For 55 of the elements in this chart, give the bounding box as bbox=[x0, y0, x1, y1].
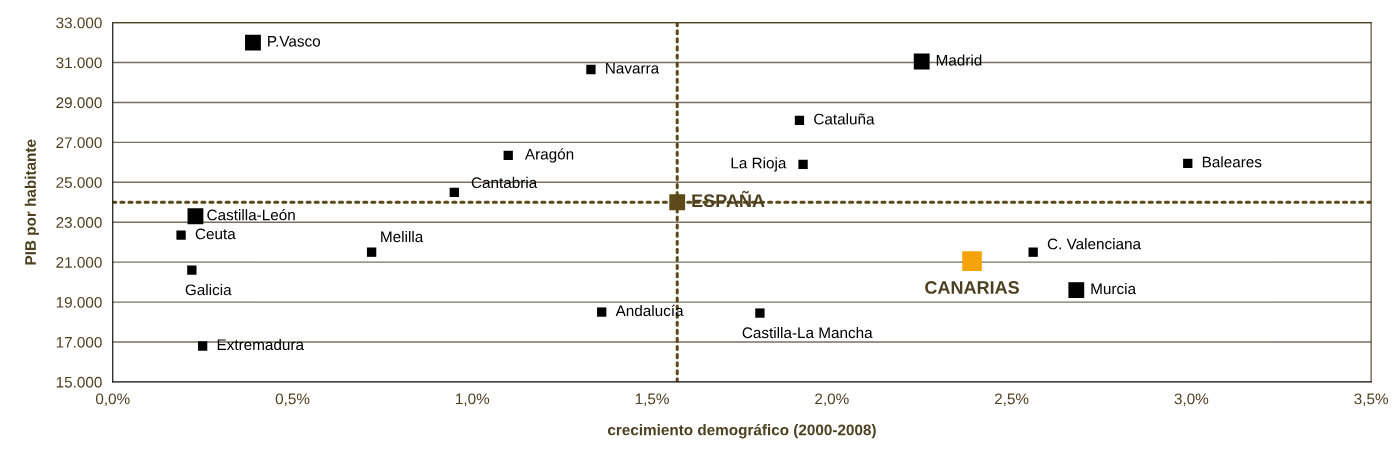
annotation: Baleares bbox=[1202, 156, 1262, 168]
point bbox=[962, 251, 982, 271]
annotation: Extremadura bbox=[217, 338, 304, 351]
point bbox=[197, 341, 208, 351]
x-tick-label: 2,0% bbox=[815, 393, 849, 407]
point bbox=[503, 150, 513, 161]
annotation: Galicia bbox=[185, 284, 232, 296]
annotation: Aragón bbox=[524, 148, 574, 163]
y-tick-label: 25.000 bbox=[56, 177, 102, 188]
annotation: Cataluña bbox=[814, 113, 875, 125]
y-tick-label: 31.000 bbox=[56, 57, 102, 69]
y-tick-label: 17.000 bbox=[56, 336, 102, 348]
x-tick-label: 0,0% bbox=[95, 393, 130, 407]
x-tick-label: 0,5% bbox=[275, 393, 310, 407]
annotation: La Rioja bbox=[731, 157, 787, 172]
point bbox=[187, 265, 197, 275]
point bbox=[1068, 282, 1085, 299]
y-tick-label: 33.000 bbox=[56, 17, 102, 29]
point bbox=[176, 230, 186, 240]
point bbox=[669, 194, 686, 211]
annotation: Murcia bbox=[1091, 282, 1137, 295]
point bbox=[1183, 158, 1193, 168]
annotation: Navarra bbox=[606, 62, 660, 74]
x-tick-label: 1,5% bbox=[635, 393, 669, 407]
point bbox=[586, 64, 596, 75]
x-tick-label: 3,0% bbox=[1174, 393, 1209, 407]
y-tick-label: 15.000 bbox=[56, 376, 102, 388]
point bbox=[449, 187, 459, 197]
point bbox=[366, 247, 377, 257]
y-axis-title: PIB por habitante bbox=[24, 139, 39, 265]
annotation: C. Valenciana bbox=[1047, 238, 1142, 250]
y-tick-label: 27.000 bbox=[56, 137, 102, 149]
y-tick-label: 19.000 bbox=[56, 296, 102, 308]
annotation: Castilla-La Mancha bbox=[742, 326, 873, 339]
point bbox=[187, 208, 204, 225]
annotation: Andalucía bbox=[615, 304, 684, 317]
annotation: Melilla bbox=[381, 230, 424, 243]
x-tick-label: 3,5% bbox=[1354, 393, 1388, 407]
y-tick-label: 29.000 bbox=[56, 97, 102, 109]
point bbox=[798, 159, 808, 169]
y-tick-label: 23.000 bbox=[56, 217, 102, 228]
annotation: Ceuta bbox=[195, 228, 236, 240]
series-label: CANARIAS bbox=[925, 281, 1019, 294]
annotation: Castilla-León bbox=[207, 208, 295, 221]
point bbox=[245, 34, 261, 51]
point bbox=[913, 53, 930, 70]
point bbox=[794, 115, 805, 126]
x-axis-title: crecimiento demográfico (2000-2008) bbox=[607, 423, 876, 439]
point bbox=[755, 308, 765, 318]
x-tick-label: 1,0% bbox=[456, 393, 490, 407]
point bbox=[1028, 247, 1038, 257]
annotation: P.Vasco bbox=[268, 36, 321, 47]
point bbox=[597, 307, 607, 317]
y-tick-label: 21.000 bbox=[56, 257, 102, 268]
x-tick-label: 2,5% bbox=[994, 393, 1029, 407]
